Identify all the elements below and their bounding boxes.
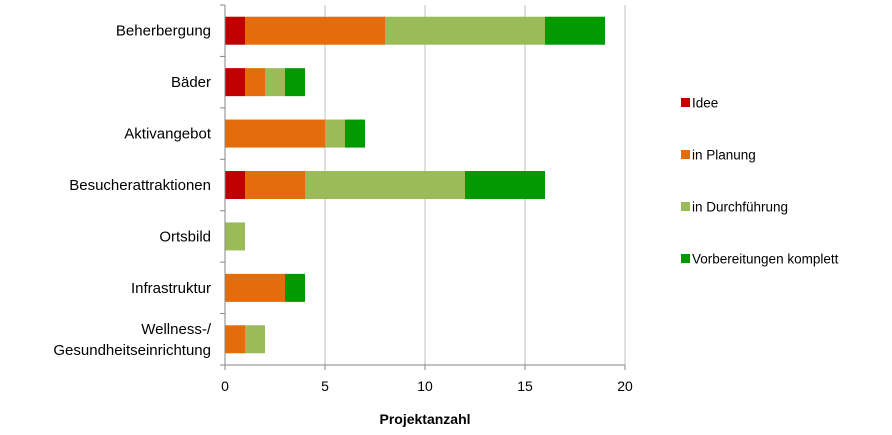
bar-segment-3-2 xyxy=(305,171,465,199)
legend-swatch-1 xyxy=(681,150,690,159)
legend-label-2: in Durchführung xyxy=(692,200,788,215)
bar-segment-1-0 xyxy=(225,68,245,96)
category-label-5: Infrastruktur xyxy=(131,280,211,297)
category-label-1: Bäder xyxy=(171,74,211,91)
category-label-6-line-0: Wellness-/ xyxy=(141,321,212,338)
bar-segment-3-3 xyxy=(465,171,545,199)
bar-segment-1-2 xyxy=(265,68,285,96)
legend-label-1: in Planung xyxy=(692,148,756,163)
x-tick-label-2: 10 xyxy=(417,378,433,394)
category-label-3: Besucherattraktionen xyxy=(69,177,211,194)
bar-segment-2-2 xyxy=(325,120,345,148)
bar-segment-5-3 xyxy=(285,274,305,302)
x-tick-label-1: 5 xyxy=(321,378,329,394)
x-tick-label-3: 15 xyxy=(517,378,533,394)
legend-label-3: Vorbereitungen komplett xyxy=(692,252,839,267)
bar-segment-0-0 xyxy=(225,17,245,45)
bar-segment-6-2 xyxy=(245,325,265,353)
category-label-4: Ortsbild xyxy=(159,228,211,245)
bar-segment-3-1 xyxy=(245,171,305,199)
legend-swatch-3 xyxy=(681,254,690,263)
legend-swatch-0 xyxy=(681,98,690,107)
legend-label-0: Idee xyxy=(692,96,718,111)
bar-segment-0-3 xyxy=(545,17,605,45)
bar-segment-0-1 xyxy=(245,17,385,45)
bar-segment-5-1 xyxy=(225,274,285,302)
bar-segment-2-3 xyxy=(345,120,365,148)
category-label-2: Aktivangebot xyxy=(124,126,212,143)
bar-segment-6-1 xyxy=(225,325,245,353)
category-label-6-line-1: Gesundheitseinrichtung xyxy=(53,342,211,359)
bar-segment-4-2 xyxy=(225,222,245,250)
x-axis-title: Projektanzahl xyxy=(379,411,470,427)
bar-segment-1-3 xyxy=(285,68,305,96)
x-tick-label-4: 20 xyxy=(617,378,633,394)
legend-swatch-2 xyxy=(681,202,690,211)
category-label-0: Beherbergung xyxy=(116,23,211,40)
bar-segment-1-1 xyxy=(245,68,265,96)
x-tick-label-0: 0 xyxy=(221,378,229,394)
bar-segment-2-1 xyxy=(225,120,325,148)
bar-segment-3-0 xyxy=(225,171,245,199)
bar-segment-0-2 xyxy=(385,17,545,45)
